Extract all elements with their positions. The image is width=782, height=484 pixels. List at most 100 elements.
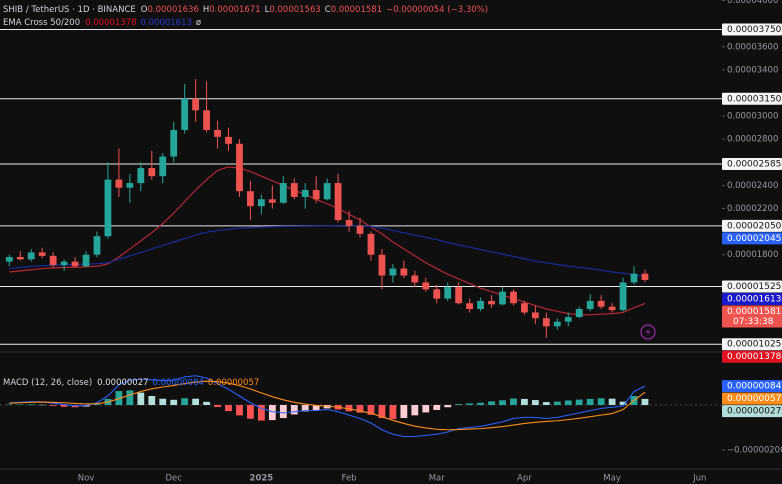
macd-histogram-bar — [575, 399, 583, 406]
macd-legend: MACD (12, 26, close) 0.00000027 0.00000084… — [3, 378, 259, 388]
candle-body — [27, 252, 35, 260]
badges: 0.00003750 0.00003150 0.00002585 0.00002050… — [722, 23, 782, 418]
candle-body — [510, 291, 517, 304]
macd-histogram-bar — [510, 398, 517, 406]
y-tick-label: 0.00004000 — [727, 0, 778, 6]
level-badge — [722, 219, 782, 232]
indicator-lines — [9, 166, 646, 316]
macd-histogram-bar — [323, 405, 331, 409]
macd-badge-label: 0.00000084 — [727, 382, 782, 392]
macd-histogram-bar — [521, 398, 528, 406]
level-badge — [722, 92, 782, 105]
x-tick-label: May — [603, 474, 621, 484]
candle-body — [378, 254, 386, 276]
candle-body — [16, 257, 24, 260]
macd-histogram-bar — [279, 405, 287, 419]
ema-line — [9, 225, 646, 277]
x-tick-label: Mar — [429, 474, 446, 484]
price-badge-label: 0.00001613 — [727, 294, 781, 304]
level-badge — [722, 338, 782, 351]
candle-body — [521, 303, 528, 313]
macd-histogram-bar — [181, 398, 189, 406]
macd-histogram-bar — [619, 401, 627, 406]
candle-body — [192, 98, 200, 111]
price-badge — [722, 305, 782, 328]
macd-y-tick-label: −0.00000200 — [727, 445, 782, 455]
candle-body — [597, 300, 605, 307]
candle-body — [170, 129, 178, 157]
macd-histogram-bar — [148, 396, 156, 406]
macd-badge-label: 0.00000057 — [727, 394, 781, 404]
macd-histogram-bar — [433, 405, 441, 410]
candle-body — [477, 300, 484, 309]
y-tick-label: 0.00003400 — [727, 65, 778, 75]
candle-body — [433, 289, 441, 299]
candle-body — [38, 252, 46, 256]
macd-histogram-bar — [564, 400, 572, 406]
macd-histogram-bar — [137, 392, 145, 406]
macd-histogram-bar — [268, 405, 276, 421]
macd-badge-label: 0.00000027 — [727, 407, 781, 417]
ema50-value: 0.00001378 — [85, 18, 136, 28]
candle-body — [137, 168, 145, 184]
symbol-title: SHIB / TetherUS · 1D · BINANCE — [3, 5, 136, 15]
candle-body — [531, 312, 539, 319]
macd-badge — [722, 392, 782, 405]
l-value: 0.00001563 — [269, 5, 320, 15]
macd-histogram-bar — [608, 398, 616, 406]
level-label: 0.00002050 — [727, 221, 782, 231]
level-badge — [722, 23, 782, 36]
macd-histogram-bar — [290, 405, 298, 415]
alert-bolt — [645, 327, 651, 337]
macd-histogram-bar — [5, 404, 13, 406]
price-badge — [722, 292, 782, 305]
price-badge — [722, 232, 782, 245]
candle-body — [159, 156, 167, 177]
candle-body — [5, 257, 13, 262]
candle-body — [356, 225, 364, 234]
candle-body — [301, 190, 309, 197]
level-label: 0.00001525 — [727, 282, 781, 292]
candle-body — [345, 220, 353, 226]
candle-body — [575, 308, 583, 318]
price-badge-label: 0.00001378 — [727, 352, 782, 362]
x-tick-label: 2025 — [250, 474, 274, 484]
ema-legend: EMA Cross 50/200 0.00001378 0.00001613 ø — [3, 18, 201, 28]
macd-histogram-bar — [225, 405, 232, 412]
candle-body — [126, 183, 134, 188]
change-value: −0.00000054 (−3.30%) — [386, 5, 488, 15]
signal-line — [9, 380, 646, 431]
macd-histogram-bar — [247, 405, 254, 419]
macd-histogram-bar — [367, 405, 375, 415]
candle-body — [389, 268, 397, 276]
macd-histogram-bar — [400, 405, 408, 419]
macd-histogram-bar — [455, 404, 463, 406]
candle-body — [334, 183, 342, 221]
candle-body — [586, 300, 594, 309]
candle-body — [60, 261, 68, 266]
macd-badge — [722, 405, 782, 418]
macd-histogram-bar — [389, 405, 397, 419]
macd-histogram-bar — [115, 391, 123, 406]
candle-body — [630, 273, 638, 283]
price-badge-label: 0.00002045 — [727, 234, 781, 244]
macd-histogram-bar — [301, 405, 309, 412]
candle-body — [181, 98, 189, 130]
candle-body — [49, 255, 57, 266]
y-tick-label: 0.00002400 — [727, 181, 778, 191]
level-label: 0.00001025 — [727, 340, 781, 350]
candle-body — [455, 287, 463, 304]
countdown-label: 07:33:38 — [733, 317, 774, 327]
level-label: 0.00002585 — [727, 160, 781, 170]
candle-body — [148, 168, 156, 177]
macd-histogram-bar — [356, 405, 364, 413]
alert-icon[interactable] — [640, 324, 656, 340]
macd-histogram-bar — [641, 398, 649, 406]
candle-body — [400, 268, 408, 276]
macd-histogram-bar — [312, 405, 320, 411]
candle-body — [268, 199, 276, 203]
ema200-value: 0.00001613 — [141, 18, 192, 28]
level-label: 0.00003750 — [727, 25, 782, 35]
candle-body — [542, 318, 550, 327]
